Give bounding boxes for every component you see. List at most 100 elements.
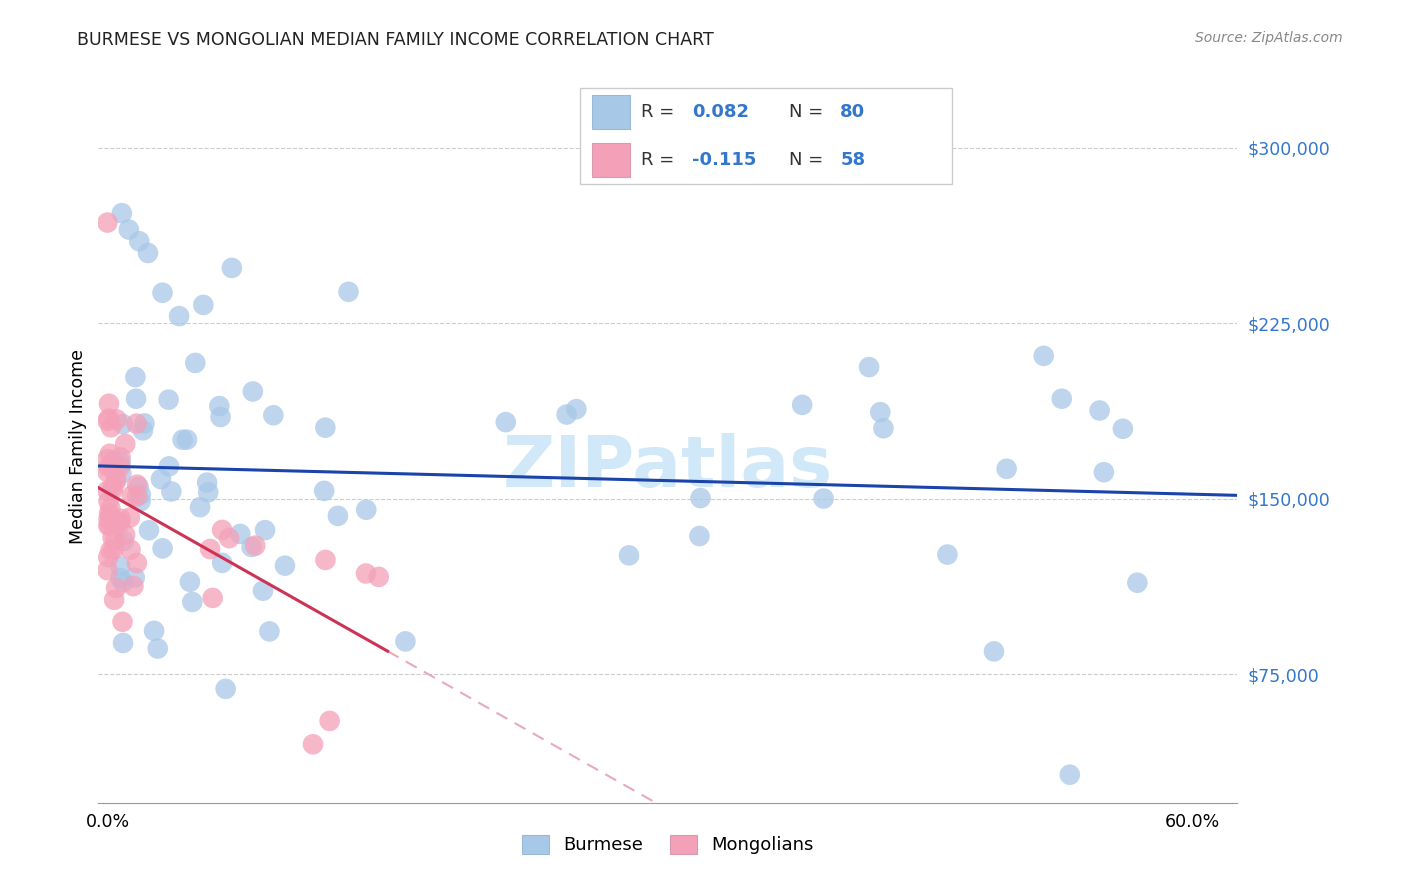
Point xyxy=(872,421,894,435)
Point xyxy=(124,571,146,585)
Point xyxy=(118,510,141,524)
Point xyxy=(112,636,135,650)
Point xyxy=(565,402,588,417)
Point xyxy=(110,571,132,585)
Point xyxy=(367,570,389,584)
Point xyxy=(118,222,141,236)
Point xyxy=(100,501,122,516)
Point xyxy=(193,298,215,312)
FancyBboxPatch shape xyxy=(581,87,952,185)
Point xyxy=(179,574,201,589)
Point xyxy=(229,527,252,541)
Point xyxy=(128,234,150,248)
Point xyxy=(101,516,124,531)
Point xyxy=(208,399,231,413)
Point xyxy=(188,500,211,515)
Point xyxy=(96,483,118,498)
Point xyxy=(97,550,120,565)
Point xyxy=(110,559,132,574)
Point xyxy=(97,460,120,475)
Point xyxy=(104,475,127,489)
Point xyxy=(198,541,221,556)
Point xyxy=(101,531,124,545)
Point xyxy=(143,624,166,638)
Point xyxy=(218,531,240,545)
Point xyxy=(152,285,174,300)
Y-axis label: Median Family Income: Median Family Income xyxy=(69,349,87,543)
Point xyxy=(936,548,959,562)
Point xyxy=(354,502,377,516)
Point xyxy=(181,595,204,609)
Point xyxy=(157,459,180,474)
Point xyxy=(97,465,120,479)
Point xyxy=(101,481,124,495)
Point xyxy=(262,409,284,423)
Point xyxy=(96,216,118,230)
Point xyxy=(98,518,121,533)
Point xyxy=(858,360,880,375)
Point xyxy=(314,483,336,498)
Point xyxy=(112,533,135,548)
Point xyxy=(97,518,120,533)
Point xyxy=(214,681,236,696)
Legend: Burmese, Mongolians: Burmese, Mongolians xyxy=(515,828,821,862)
Point xyxy=(1126,575,1149,590)
Point xyxy=(125,417,148,431)
Point xyxy=(555,408,578,422)
Bar xyxy=(592,95,630,128)
Point xyxy=(122,579,145,593)
Point xyxy=(318,714,340,728)
Point xyxy=(108,516,131,530)
Point xyxy=(138,523,160,537)
Text: ZIPatlas: ZIPatlas xyxy=(503,433,832,502)
Point xyxy=(128,480,150,494)
Point xyxy=(689,491,711,505)
Point xyxy=(211,523,233,537)
Text: N =: N = xyxy=(789,151,830,169)
Point xyxy=(1092,465,1115,479)
Point xyxy=(337,285,360,299)
Point xyxy=(98,507,121,521)
Point xyxy=(252,583,274,598)
Point xyxy=(245,539,267,553)
Point xyxy=(254,523,277,537)
Point xyxy=(1112,422,1135,436)
Point xyxy=(100,420,122,434)
Point xyxy=(302,737,325,751)
Point xyxy=(1050,392,1073,406)
Point xyxy=(103,542,125,557)
Point xyxy=(259,624,281,639)
Point xyxy=(184,356,207,370)
Text: N =: N = xyxy=(789,103,830,121)
Point xyxy=(114,437,136,451)
Point xyxy=(1059,768,1081,782)
Point xyxy=(104,533,127,547)
Text: 80: 80 xyxy=(841,103,866,121)
Point xyxy=(124,370,146,384)
Point xyxy=(100,458,122,473)
Text: BURMESE VS MONGOLIAN MEDIAN FAMILY INCOME CORRELATION CHART: BURMESE VS MONGOLIAN MEDIAN FAMILY INCOM… xyxy=(77,31,714,49)
Point xyxy=(314,420,336,434)
Point xyxy=(146,641,169,656)
Point xyxy=(105,472,128,486)
Point xyxy=(110,512,132,526)
Point xyxy=(1032,349,1054,363)
Point xyxy=(197,485,219,500)
Point xyxy=(100,509,122,524)
Point xyxy=(111,417,134,432)
Point xyxy=(96,563,118,577)
Point xyxy=(125,556,148,570)
Point xyxy=(314,553,336,567)
Point xyxy=(127,489,149,503)
Point xyxy=(111,206,134,220)
Point xyxy=(495,415,517,429)
Point xyxy=(983,644,1005,658)
Point xyxy=(149,472,172,486)
Point xyxy=(211,556,233,570)
Point xyxy=(167,309,190,323)
Point xyxy=(176,433,198,447)
Point xyxy=(111,615,134,629)
Point xyxy=(688,529,710,543)
Point xyxy=(103,454,125,468)
Point xyxy=(105,515,128,529)
